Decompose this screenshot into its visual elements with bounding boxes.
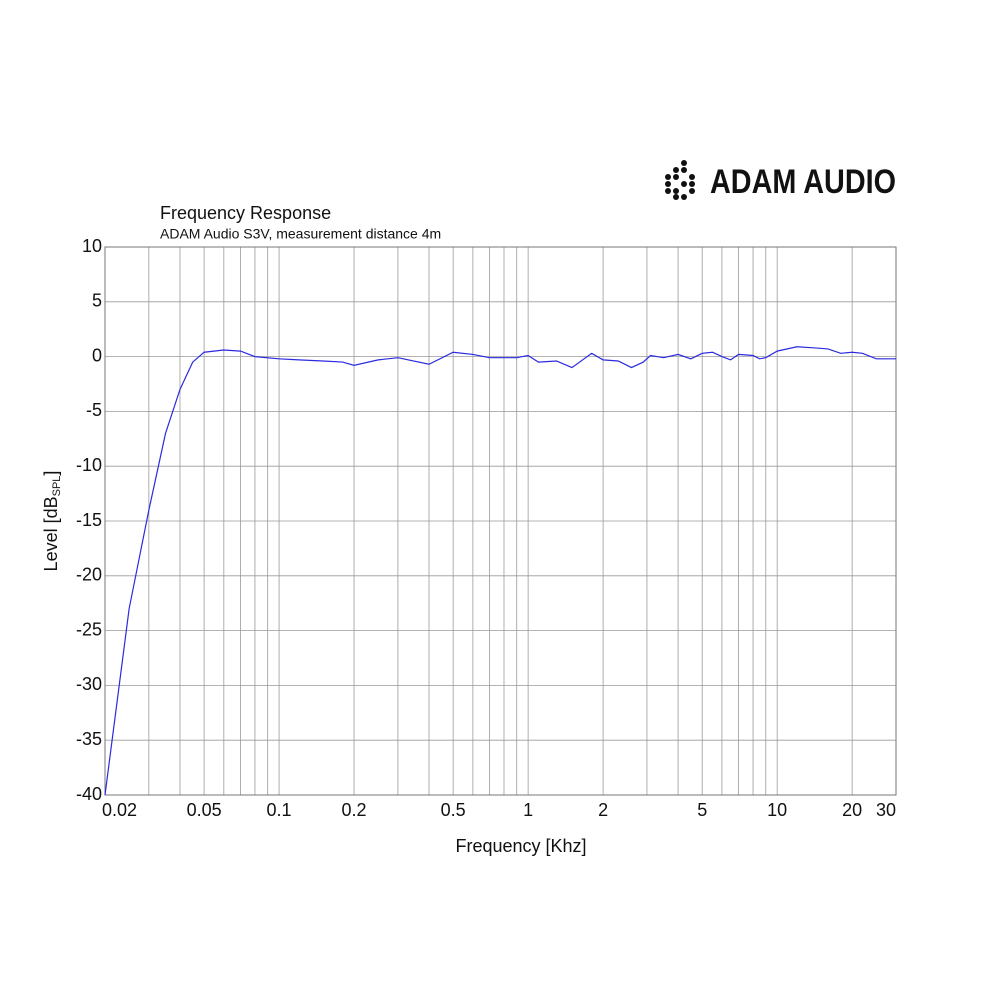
chart-title: Frequency Response [160, 203, 331, 223]
x-tick-label: 0.2 [342, 800, 367, 820]
logo-icon [665, 160, 695, 200]
y-tick-label: -25 [76, 619, 102, 639]
y-axis-label: Level [dBSPL] [41, 471, 63, 572]
logo-text: ADAM AUDIO [710, 163, 896, 201]
y-tick-label: 5 [92, 291, 102, 311]
x-tick-label: 5 [697, 800, 707, 820]
x-tick-label: 10 [767, 800, 787, 820]
y-label-main: Level [dB [41, 496, 61, 571]
y-tick-label: -20 [76, 565, 102, 585]
y-label-end: ] [41, 471, 61, 476]
y-tick-label: 0 [92, 345, 102, 365]
y-tick-label: -30 [76, 674, 102, 694]
chart-subtitle: ADAM Audio S3V, measurement distance 4m [160, 226, 441, 242]
y-tick-label: -40 [76, 784, 102, 804]
x-tick-label: 0.05 [187, 800, 222, 820]
x-tick-label: 2 [598, 800, 608, 820]
data-line [104, 346, 896, 796]
y-tick-label: 10 [82, 236, 102, 256]
y-tick-label: -10 [76, 455, 102, 475]
x-tick-label: 20 [842, 800, 862, 820]
x-tick-label: 0.1 [267, 800, 292, 820]
x-tick-label: 30 [876, 800, 896, 820]
y-tick-label: -15 [76, 510, 102, 530]
y-tick-label: -35 [76, 729, 102, 749]
plot-frame [104, 246, 897, 796]
y-tick-label: -5 [86, 400, 102, 420]
x-tick-label: 1 [523, 800, 533, 820]
y-label-sub: SPL [51, 476, 63, 497]
x-tick-label: 0.5 [441, 800, 466, 820]
x-axis-label: Frequency [Khz] [455, 836, 586, 856]
x-tick-label: 0.02 [102, 800, 137, 820]
